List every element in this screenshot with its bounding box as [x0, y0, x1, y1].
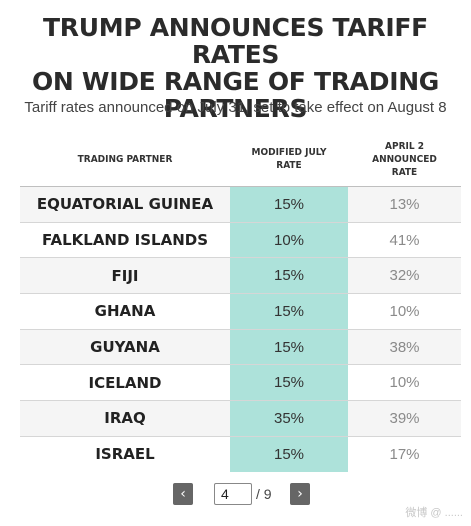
tariff-table: TRADING PARTNER MODIFIED JULY RATE APRIL… — [20, 132, 461, 472]
header-line: MODIFIED JULY — [251, 147, 327, 158]
april-rate-cell: 10% — [348, 364, 461, 402]
header-line: RATE — [391, 166, 418, 178]
header-line: APRIL 2 — [385, 140, 424, 152]
partner-cell: FIJI — [20, 257, 230, 295]
modified-rate-cell: 10% — [230, 222, 348, 259]
title-line: ON WIDE RANGE OF TRADING — [31, 67, 440, 96]
partner-cell: GHANA — [20, 293, 230, 330]
april-rate-cell: 41% — [348, 222, 461, 259]
pagination: ‹ / 9 › — [0, 483, 471, 507]
partner-cell: EQUATORIAL GUINEA — [20, 186, 230, 223]
table-row: GUYANA 15% 38% — [20, 329, 461, 366]
previous-page-button[interactable]: ‹ — [173, 483, 193, 505]
table-row: IRAQ 35% 39% — [20, 400, 461, 437]
april-rate-cell: 38% — [348, 329, 461, 366]
page-number-input[interactable] — [214, 483, 252, 505]
table-row: GHANA 15% 10% — [20, 293, 461, 330]
april-rate-cell: 10% — [348, 293, 461, 330]
page-total-label: / 9 — [256, 486, 272, 502]
chart-subtitle: Tariff rates announced on July 31, set t… — [24, 99, 447, 116]
header-line: RATE — [276, 160, 302, 171]
table-body: EQUATORIAL GUINEA 15% 13% FALKLAND ISLANDS 1… — [20, 186, 461, 472]
table-row: FALKLAND ISLANDS 10% 41% — [20, 222, 461, 259]
chevron-left-icon: ‹ — [180, 486, 186, 502]
header-line: ANNOUNCED — [372, 153, 437, 165]
modified-rate-cell: 15% — [230, 257, 348, 295]
title-line: TRUMP ANNOUNCES TARIFF RATES — [43, 13, 428, 69]
watermark: 微博 @ ...... — [405, 507, 463, 519]
april-rate-cell: 32% — [348, 257, 461, 295]
partner-cell: GUYANA — [20, 329, 230, 366]
column-header-partner[interactable]: TRADING PARTNER — [20, 132, 230, 187]
table-row: ISRAEL 15% 17% — [20, 436, 461, 472]
column-header-april[interactable]: APRIL 2 ANNOUNCED RATE — [348, 132, 461, 187]
april-rate-cell: 17% — [348, 436, 461, 472]
table-header-row: TRADING PARTNER MODIFIED JULY RATE APRIL… — [20, 132, 461, 187]
partner-cell: FALKLAND ISLANDS — [20, 222, 230, 259]
header-line: TRADING PARTNER — [77, 153, 173, 165]
partner-cell: IRAQ — [20, 400, 230, 437]
modified-rate-cell: 35% — [230, 400, 348, 437]
april-rate-cell: 13% — [348, 186, 461, 223]
table-row: EQUATORIAL GUINEA 15% 13% — [20, 186, 461, 223]
modified-rate-cell: 15% — [230, 436, 348, 472]
modified-rate-cell: 15% — [230, 293, 348, 330]
partner-cell: ICELAND — [20, 364, 230, 402]
partner-cell: ISRAEL — [20, 436, 230, 472]
modified-rate-cell: 15% — [230, 186, 348, 223]
table-row: FIJI 15% 32% — [20, 257, 461, 295]
april-rate-cell: 39% — [348, 400, 461, 437]
modified-rate-cell: 15% — [230, 329, 348, 366]
modified-rate-cell: 15% — [230, 364, 348, 402]
column-header-modified[interactable]: MODIFIED JULY RATE — [230, 132, 348, 187]
chart-title: TRUMP ANNOUNCES TARIFF RATES ON WIDE RAN… — [0, 14, 471, 122]
chevron-right-icon: › — [297, 486, 303, 502]
table-row: ICELAND 15% 10% — [20, 364, 461, 402]
next-page-button[interactable]: › — [290, 483, 310, 505]
title-line: PARTNERS — [163, 94, 308, 123]
